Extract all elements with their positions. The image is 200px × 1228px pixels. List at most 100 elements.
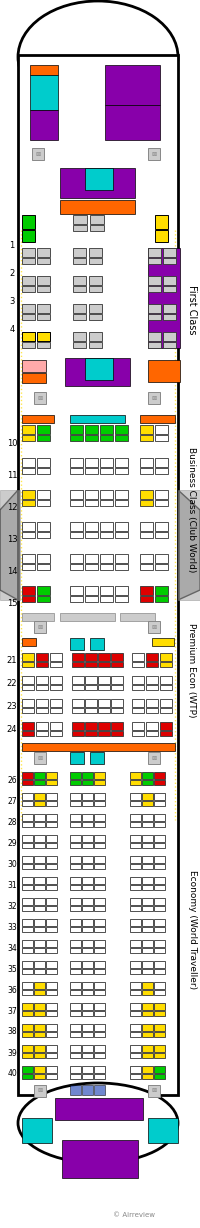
Bar — [46, 1003, 57, 1011]
Bar — [98, 653, 110, 661]
Bar — [142, 1054, 153, 1059]
Bar — [155, 564, 168, 570]
Bar — [34, 906, 45, 911]
Bar — [73, 225, 87, 231]
Bar — [154, 1011, 165, 1016]
Bar — [22, 596, 35, 602]
Bar — [111, 685, 123, 690]
Bar — [115, 425, 128, 433]
Bar — [22, 639, 36, 646]
Text: 1: 1 — [9, 241, 15, 249]
Bar — [154, 1074, 165, 1079]
Bar — [140, 458, 153, 467]
Bar — [85, 731, 97, 736]
Bar — [163, 258, 176, 264]
Bar — [34, 969, 45, 974]
Bar — [46, 927, 57, 932]
Bar — [60, 613, 115, 621]
Text: 11: 11 — [7, 470, 17, 479]
Text: © Airreview: © Airreview — [113, 1212, 155, 1218]
Bar — [70, 500, 83, 506]
Bar — [22, 772, 33, 779]
Bar — [22, 360, 46, 372]
Bar — [94, 844, 105, 849]
Bar — [70, 522, 83, 530]
Bar — [142, 906, 153, 911]
Text: ⊠: ⊠ — [37, 625, 43, 630]
Bar — [140, 522, 153, 530]
Bar — [94, 919, 105, 926]
Bar — [111, 675, 123, 684]
Bar — [148, 341, 161, 348]
Bar — [37, 490, 50, 499]
Text: 2: 2 — [9, 269, 15, 278]
Bar — [85, 522, 98, 530]
Bar — [73, 215, 87, 223]
Bar — [60, 200, 135, 214]
Bar — [89, 276, 102, 285]
Bar — [22, 613, 54, 621]
Text: ⊠: ⊠ — [151, 1088, 157, 1093]
Bar — [82, 948, 93, 953]
Bar — [85, 685, 97, 690]
Bar — [100, 522, 113, 530]
Bar — [130, 969, 141, 974]
Bar — [70, 780, 81, 785]
Bar — [22, 332, 35, 341]
Bar — [70, 906, 81, 911]
Bar — [70, 639, 84, 650]
Bar — [148, 621, 160, 632]
Bar — [72, 722, 84, 729]
Ellipse shape — [18, 1, 178, 113]
Bar — [160, 707, 172, 713]
Bar — [132, 675, 144, 684]
Bar — [85, 359, 113, 379]
Bar — [34, 801, 45, 806]
Bar — [160, 662, 172, 667]
Bar — [163, 314, 176, 321]
Bar — [70, 468, 83, 474]
Bar — [163, 332, 176, 341]
Bar — [34, 1054, 45, 1059]
Bar — [22, 885, 33, 890]
Bar — [130, 906, 141, 911]
Bar — [65, 359, 130, 386]
Bar — [22, 844, 33, 849]
Bar — [148, 258, 161, 264]
Bar — [82, 1054, 93, 1059]
Bar — [22, 415, 54, 422]
Bar — [130, 927, 141, 932]
Bar — [132, 731, 144, 736]
Bar — [115, 500, 128, 506]
Text: 23: 23 — [7, 701, 17, 711]
Bar — [85, 468, 98, 474]
Bar — [85, 500, 98, 506]
Bar — [146, 662, 158, 667]
Bar — [70, 969, 81, 974]
Bar — [46, 919, 57, 926]
Bar — [55, 1098, 143, 1120]
Bar — [154, 927, 165, 932]
Bar — [85, 707, 97, 713]
Bar — [34, 780, 45, 785]
Bar — [85, 458, 98, 467]
Bar — [94, 1045, 105, 1052]
Bar — [34, 1045, 45, 1052]
Text: ⊠: ⊠ — [151, 395, 157, 400]
Bar — [85, 168, 113, 190]
Bar — [154, 962, 165, 968]
Bar — [22, 490, 35, 499]
Bar — [70, 990, 81, 995]
Bar — [155, 596, 168, 602]
Bar — [30, 75, 58, 111]
Bar — [85, 662, 97, 667]
Bar — [85, 435, 98, 441]
Bar — [85, 554, 98, 562]
Bar — [37, 586, 50, 594]
Bar — [142, 801, 153, 806]
Bar — [130, 1054, 141, 1059]
Bar — [70, 835, 81, 842]
Bar — [94, 772, 105, 779]
Bar — [22, 1032, 33, 1036]
Bar — [155, 435, 168, 441]
